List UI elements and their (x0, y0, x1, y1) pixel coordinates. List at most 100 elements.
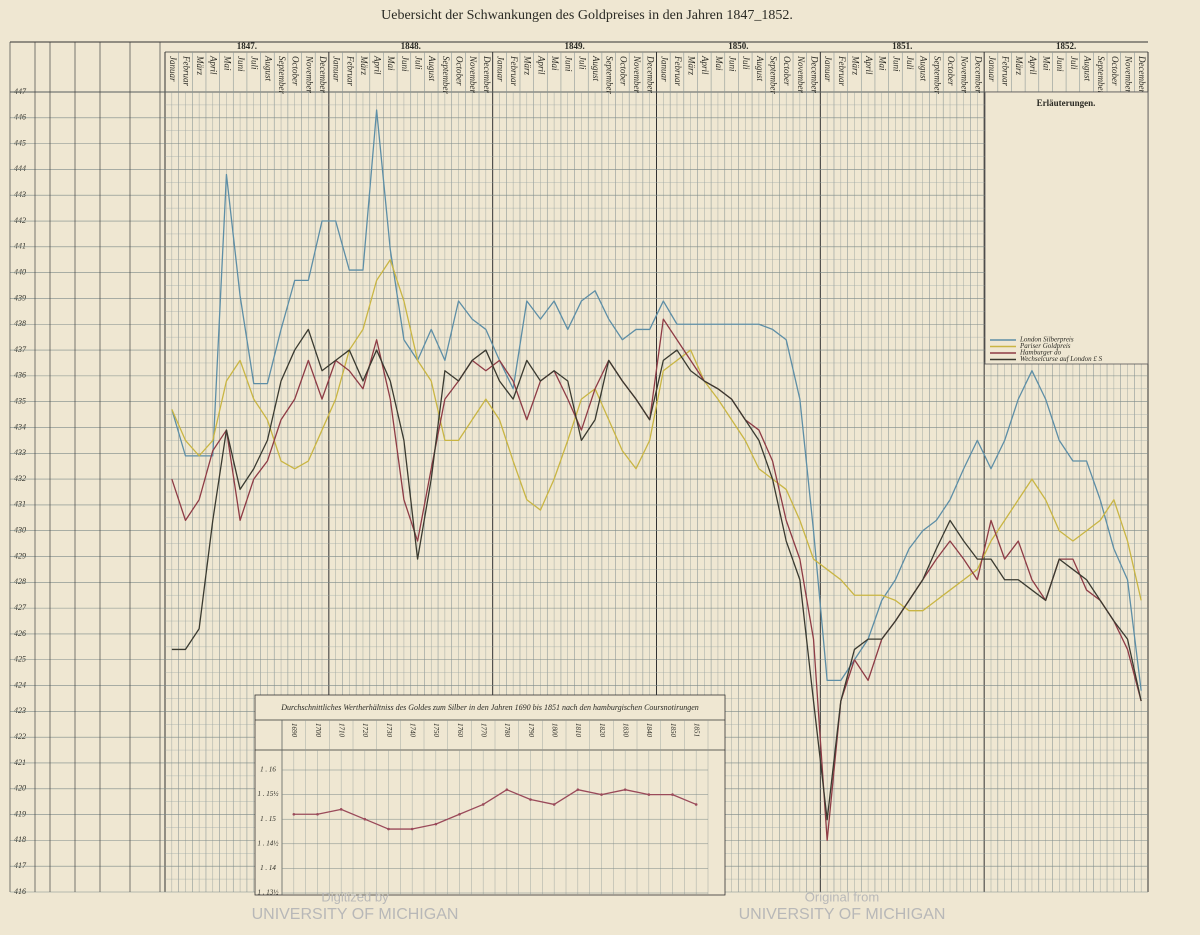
series-line (293, 789, 697, 830)
x-tick-label: October (454, 56, 464, 86)
x-tick-label: Juli (414, 56, 424, 70)
legend-label: Wechselcurse auf London £ S (1020, 355, 1103, 363)
x-tick-label: Januar (168, 56, 178, 82)
x-tick-label: Januar (823, 56, 833, 82)
x-tick-label: November (632, 55, 642, 93)
x-tick-label: Juli (741, 56, 751, 70)
x-tick-label: April (700, 55, 710, 75)
data-point (292, 812, 296, 816)
x-tick-label: März (687, 55, 697, 75)
y-tick-label: 442 (14, 216, 26, 225)
x-tick-label: October (291, 56, 301, 86)
inset-box (254, 694, 726, 896)
watermark: UNIVERSITY OF MICHIGAN (739, 906, 946, 923)
x-tick-label: Januar (987, 56, 997, 82)
x-tick-label: October (946, 56, 956, 86)
x-tick-label: September (932, 56, 942, 94)
legend-label: Pariser Goldpreis (1019, 342, 1071, 350)
y-tick-label: 441 (14, 242, 26, 251)
y-tick-label: 420 (14, 784, 26, 793)
x-tick-label: August (1083, 55, 1093, 82)
y-tick-label: 426 (14, 629, 26, 638)
x-tick-label: April (373, 55, 383, 75)
x-tick-label: Januar (332, 56, 342, 82)
y-tick-label: 427 (14, 603, 27, 612)
watermark: Original from (805, 889, 879, 904)
x-tick-label: December (1137, 55, 1147, 93)
y-tick-label: 1 . 15 (260, 815, 276, 823)
year-label: 1849. (564, 41, 584, 51)
x-tick-label: April (864, 55, 874, 75)
y-tick-label: 434 (14, 422, 26, 431)
watermark: Digitized by (321, 889, 389, 904)
year-label: 1851. (892, 41, 912, 51)
y-tick-label: 428 (14, 577, 26, 586)
x-tick-label: Mai (222, 55, 232, 71)
inset-title: Durchschnittliches Wertherhältniss des G… (280, 703, 699, 712)
watermark: UNIVERSITY OF MICHIGAN (252, 906, 459, 923)
data-point (505, 788, 509, 791)
year-label: 1850. (728, 41, 748, 51)
data-point (363, 817, 367, 821)
x-tick-label: October (618, 56, 628, 86)
data-point (434, 822, 438, 826)
data-point (458, 812, 461, 816)
chart-title: Uebersicht der Schwankungen des Goldprei… (381, 8, 793, 23)
data-point (481, 803, 485, 806)
x-tick-label: 1851 (693, 723, 701, 737)
y-tick-label: 437 (14, 345, 27, 354)
x-tick-label: Februar (181, 55, 191, 86)
legend-title: Erläuterungen. (1037, 98, 1096, 108)
x-tick-label: September (768, 56, 778, 94)
inset-chart: Durchschnittliches Wertherhältniss des G… (254, 694, 726, 897)
data-point (694, 803, 698, 806)
x-tick-label: September (441, 56, 451, 94)
x-tick-label: August (427, 55, 437, 82)
x-tick-label: September (605, 56, 615, 94)
x-tick-label: 1830 (622, 723, 630, 738)
y-tick-label: 433 (14, 448, 26, 457)
data-point (647, 793, 651, 796)
x-tick-label: 1770 (480, 723, 488, 738)
x-tick-label: Mai (714, 55, 724, 71)
x-tick-label: 1750 (432, 723, 440, 738)
x-tick-label: Mai (878, 55, 888, 71)
data-point (671, 793, 674, 796)
y-tick-label: 432 (14, 474, 26, 483)
y-tick-label: 1 . 16 (260, 766, 276, 774)
x-tick-label: Juni (236, 56, 246, 72)
data-point (552, 803, 556, 806)
x-tick-label: Juni (728, 56, 738, 72)
y-tick-label: 424 (14, 680, 26, 689)
y-tick-label: 425 (14, 655, 26, 664)
x-tick-label: Januar (659, 56, 669, 82)
x-tick-label: März (850, 55, 860, 75)
series-line (171, 328, 1142, 821)
x-tick-label: 1690 (290, 723, 298, 738)
x-tick-label: 1790 (527, 723, 535, 738)
x-tick-label: 1800 (551, 723, 559, 738)
x-tick-label: 1720 (361, 723, 369, 738)
data-point (529, 798, 532, 801)
y-tick-label: 416 (14, 887, 26, 896)
y-tick-label: 438 (14, 319, 26, 328)
x-tick-label: September (1096, 56, 1106, 94)
x-tick-label: April (1028, 55, 1038, 75)
x-tick-label: Februar (509, 55, 519, 86)
x-tick-label: December (973, 55, 983, 93)
x-tick-label: August (591, 55, 601, 82)
x-tick-label: 1710 (338, 723, 346, 738)
x-tick-label: December (482, 55, 492, 93)
y-tick-label: 435 (14, 397, 26, 406)
x-tick-label: August (263, 55, 273, 82)
y-tick-label: 417 (14, 861, 27, 870)
y-tick-label: 423 (14, 706, 26, 715)
y-tick-label: 421 (14, 758, 26, 767)
y-tick-label: 430 (14, 526, 26, 535)
x-tick-label: März (359, 55, 369, 75)
y-tick-label: 446 (14, 113, 26, 122)
x-tick-label: Mai (550, 55, 560, 71)
x-tick-label: April (536, 55, 546, 75)
y-tick-label: 1 . 15½ (258, 790, 280, 798)
legend-label: Hamburger do (1019, 349, 1062, 357)
